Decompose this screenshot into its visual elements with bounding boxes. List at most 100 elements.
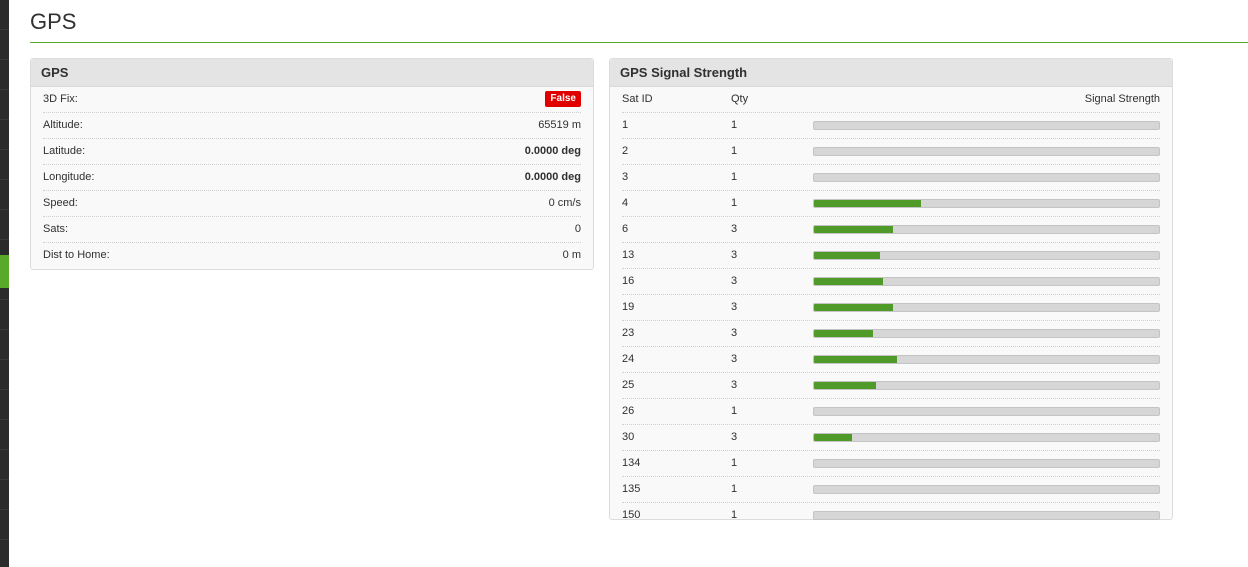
- signal-strength-fill: [814, 330, 873, 337]
- qty-cell: 3: [731, 275, 738, 287]
- signal-strength-bar: [813, 199, 1160, 208]
- left-nav-active-item[interactable]: [0, 255, 9, 288]
- signal-strength-bar: [813, 381, 1160, 390]
- signal-strength-panel: GPS Signal Strength Sat ID Qty Signal St…: [609, 58, 1173, 521]
- gps-info-label: Speed:: [43, 197, 78, 209]
- gps-info-row: Sats: 0: [43, 217, 581, 243]
- signal-row: 150 1: [622, 503, 1160, 528]
- qty-cell: 3: [731, 223, 738, 235]
- gps-info-value: 65519 m: [538, 119, 581, 131]
- page-title: GPS: [30, 9, 77, 34]
- signal-strength-fill: [814, 356, 897, 363]
- qty-cell: 3: [731, 249, 738, 261]
- signal-strength-fill: [814, 382, 877, 389]
- qty-cell: 1: [731, 509, 738, 521]
- sat-id-cell: 3: [622, 171, 629, 183]
- signal-row: 23 3: [622, 321, 1160, 347]
- signal-table-header: Sat ID Qty Signal Strength: [622, 87, 1160, 113]
- sat-id-cell: 135: [622, 483, 641, 495]
- signal-strength-bar: [813, 485, 1160, 494]
- sat-id-cell: 150: [622, 509, 641, 521]
- signal-strength-bar: [813, 407, 1160, 416]
- signal-strength-bar: [813, 355, 1160, 364]
- qty-cell: 3: [731, 431, 738, 443]
- qty-cell: 3: [731, 353, 738, 365]
- status-badge: False: [545, 91, 581, 108]
- gps-info-row: Dist to Home: 0 m: [43, 243, 581, 268]
- gps-info-label: Sats:: [43, 223, 69, 235]
- qty-cell: 1: [731, 457, 738, 469]
- signal-strength-bar: [813, 225, 1160, 234]
- gps-info-row: 3D Fix: False: [43, 87, 581, 113]
- signal-panel-header: GPS Signal Strength: [610, 59, 1172, 87]
- qty-cell: 1: [731, 145, 738, 157]
- signal-strength-bar: [813, 329, 1160, 338]
- signal-row: 134 1: [622, 451, 1160, 477]
- signal-strength-bar: [813, 121, 1160, 130]
- gps-info-label: 3D Fix:: [43, 93, 78, 105]
- signal-strength-bar: [813, 173, 1160, 182]
- qty-cell: 1: [731, 119, 738, 131]
- sat-id-cell: 13: [622, 249, 635, 261]
- sat-id-cell: 30: [622, 431, 635, 443]
- gps-info-label: Altitude:: [43, 119, 83, 131]
- gps-info-value: 0.0000 deg: [524, 145, 581, 157]
- qty-cell: 1: [731, 405, 738, 417]
- gps-info-label: Latitude:: [43, 145, 86, 157]
- col-qty: Qty: [731, 93, 749, 105]
- signal-row: 25 3: [622, 373, 1160, 399]
- gps-info-value: 0: [574, 223, 581, 235]
- signal-row: 135 1: [622, 477, 1160, 503]
- signal-strength-fill: [814, 304, 894, 311]
- qty-cell: 1: [731, 483, 738, 495]
- gps-info-row: Latitude: 0.0000 deg: [43, 139, 581, 165]
- left-nav-strip[interactable]: [0, 0, 9, 567]
- qty-cell: 3: [731, 379, 738, 391]
- sat-id-cell: 4: [622, 197, 629, 209]
- signal-strength-fill: [814, 200, 921, 207]
- title-divider: [30, 42, 1248, 43]
- signal-strength-bar: [813, 277, 1160, 286]
- qty-cell: 1: [731, 197, 738, 209]
- sat-id-cell: 26: [622, 405, 635, 417]
- gps-info-value: 0 cm/s: [548, 197, 581, 209]
- sat-id-cell: 16: [622, 275, 635, 287]
- qty-cell: 3: [731, 301, 738, 313]
- col-signal-strength: Signal Strength: [1084, 93, 1160, 105]
- gps-info-label: Dist to Home:: [43, 249, 110, 261]
- gps-info-row: Speed: 0 cm/s: [43, 191, 581, 217]
- sat-id-cell: 2: [622, 145, 629, 157]
- gps-info-label: Longitude:: [43, 171, 95, 183]
- gps-info-value: 0.0000 deg: [524, 171, 581, 183]
- signal-strength-fill: [814, 434, 852, 441]
- signal-strength-bar: [813, 433, 1160, 442]
- signal-strength-bar: [813, 459, 1160, 468]
- sat-id-cell: 19: [622, 301, 635, 313]
- signal-strength-bar: [813, 303, 1160, 312]
- sat-id-cell: 134: [622, 457, 641, 469]
- gps-info-value: False: [545, 87, 581, 112]
- signal-row: 13 3: [622, 243, 1160, 269]
- signal-row: 30 3: [622, 425, 1160, 451]
- gps-panel: GPS 3D Fix: False Altitude: 65519 m Latitude…: [30, 58, 594, 270]
- sat-id-cell: 25: [622, 379, 635, 391]
- gps-panel-header: GPS: [31, 59, 593, 87]
- sat-id-cell: 6: [622, 223, 629, 235]
- gps-info-value: 0 m: [562, 249, 581, 261]
- gps-info-list: 3D Fix: False Altitude: 65519 m Latitude: 0.0…: [31, 87, 593, 268]
- signal-row: 19 3: [622, 295, 1160, 321]
- signal-row: 24 3: [622, 347, 1160, 373]
- sat-id-cell: 24: [622, 353, 635, 365]
- sat-id-cell: 23: [622, 327, 635, 339]
- signal-table: Sat ID Qty Signal Strength 1 1 2 1 3 1 4 1 6 3 13 3…: [622, 87, 1160, 528]
- signal-strength-fill: [814, 252, 880, 259]
- signal-strength-fill: [814, 278, 883, 285]
- qty-cell: 1: [731, 171, 738, 183]
- signal-strength-fill: [814, 226, 894, 233]
- col-sat-id: Sat ID: [622, 93, 653, 105]
